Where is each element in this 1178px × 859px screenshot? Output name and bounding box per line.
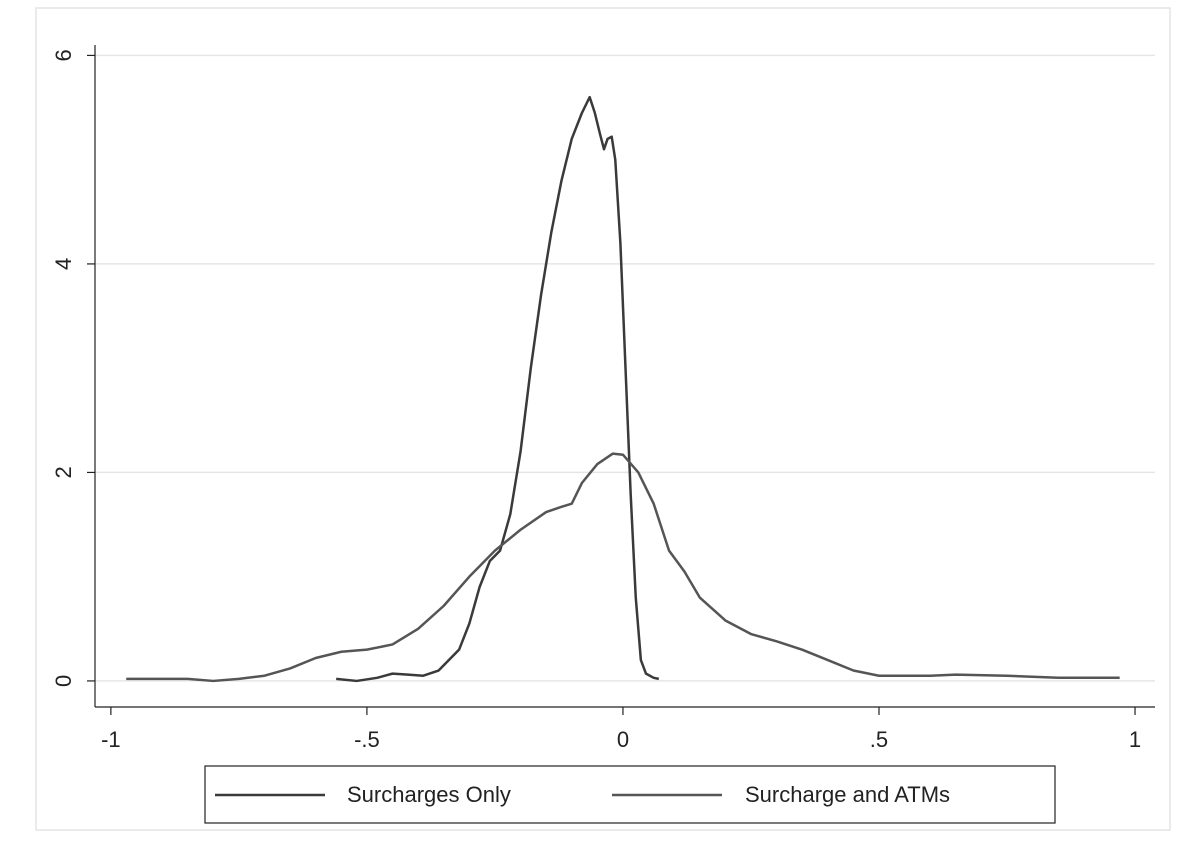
line-series: [126, 452, 1120, 683]
legend: Surcharges Only Surcharge and ATMs: [204, 765, 1056, 824]
x-tick-label: -.5: [354, 727, 380, 752]
legend-label: Surcharge and ATMs: [745, 782, 950, 807]
x-tick-label: 0: [617, 727, 629, 752]
line-series: [336, 95, 660, 683]
x-tick-label: -1: [101, 727, 121, 752]
y-tick-label: 2: [51, 466, 76, 478]
y-tick-label: 4: [51, 258, 76, 270]
x-tick-label: 1: [1129, 727, 1141, 752]
legend-label: Surcharges Only: [347, 782, 511, 807]
x-tick-label: .5: [870, 727, 888, 752]
y-tick-label: 6: [51, 49, 76, 61]
y-tick-label: 0: [51, 675, 76, 687]
